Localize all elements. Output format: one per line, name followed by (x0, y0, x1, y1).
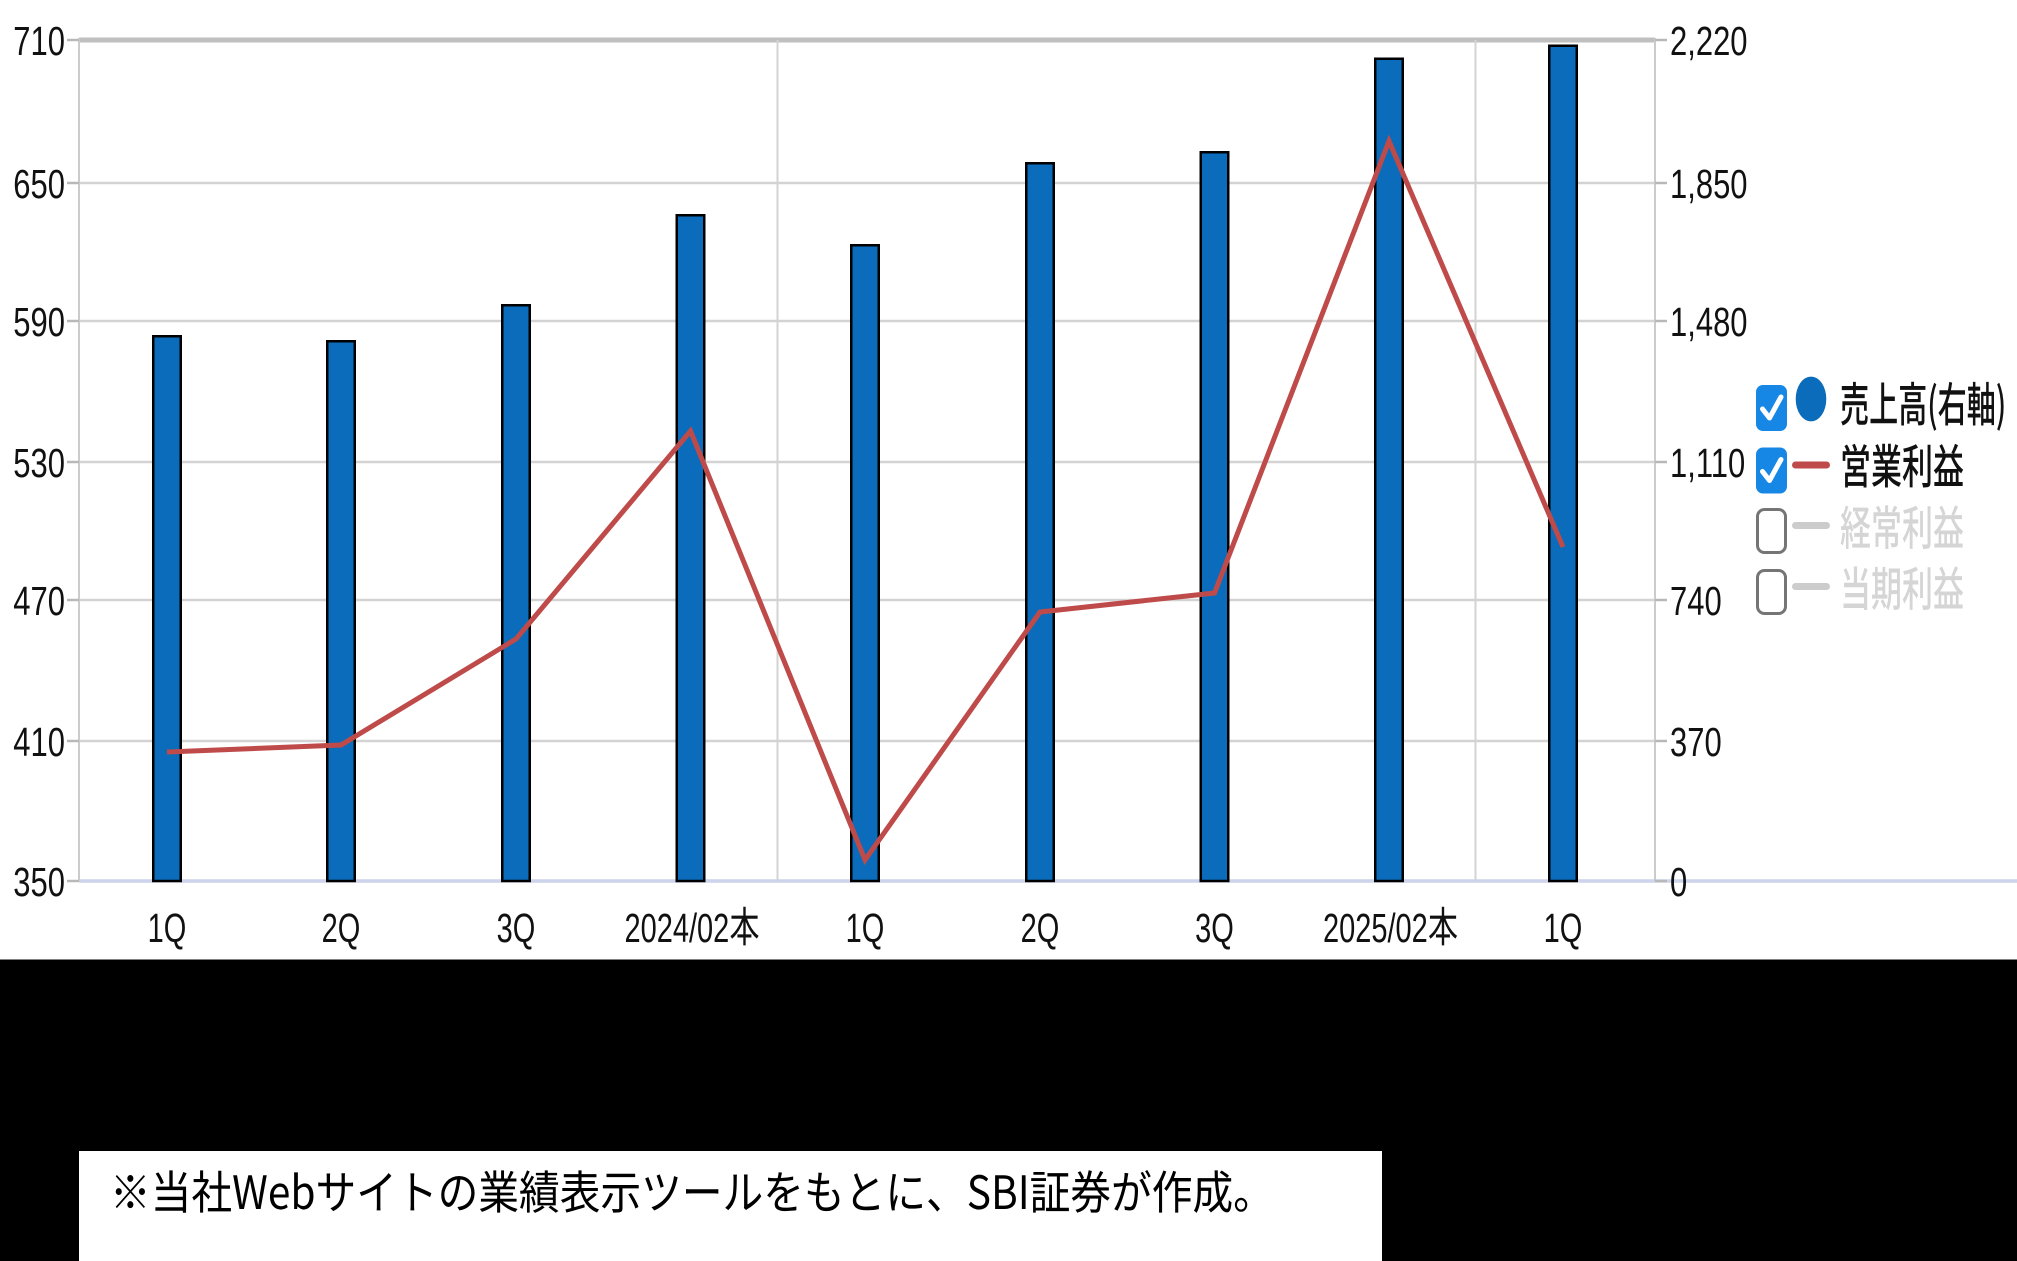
svg-text:1Q: 1Q (846, 906, 885, 951)
svg-text:740: 740 (1670, 578, 1722, 624)
svg-text:350: 350 (13, 859, 65, 905)
svg-text:410: 410 (13, 719, 65, 765)
svg-text:2024/02: 2024/02 (625, 906, 730, 951)
svg-text:1Q: 1Q (148, 906, 187, 951)
svg-text:590: 590 (13, 299, 65, 345)
svg-text:370: 370 (1670, 719, 1722, 765)
svg-text:710: 710 (13, 18, 65, 64)
svg-text:1Q: 1Q (1544, 906, 1583, 951)
svg-text:3Q: 3Q (1195, 906, 1234, 951)
svg-text:470: 470 (13, 578, 65, 624)
svg-text:2Q: 2Q (1021, 906, 1060, 951)
svg-text:1,110: 1,110 (1670, 440, 1745, 486)
svg-text:1,850: 1,850 (1670, 161, 1748, 207)
svg-text:650: 650 (13, 161, 65, 207)
svg-text:1,480: 1,480 (1670, 299, 1748, 345)
svg-text:2Q: 2Q (322, 906, 361, 951)
svg-text:0: 0 (1670, 859, 1687, 905)
svg-text:530: 530 (13, 440, 65, 486)
svg-text:3Q: 3Q (497, 906, 536, 951)
svg-text:2,220: 2,220 (1670, 18, 1748, 64)
svg-text:2025/02: 2025/02 (1323, 906, 1428, 951)
